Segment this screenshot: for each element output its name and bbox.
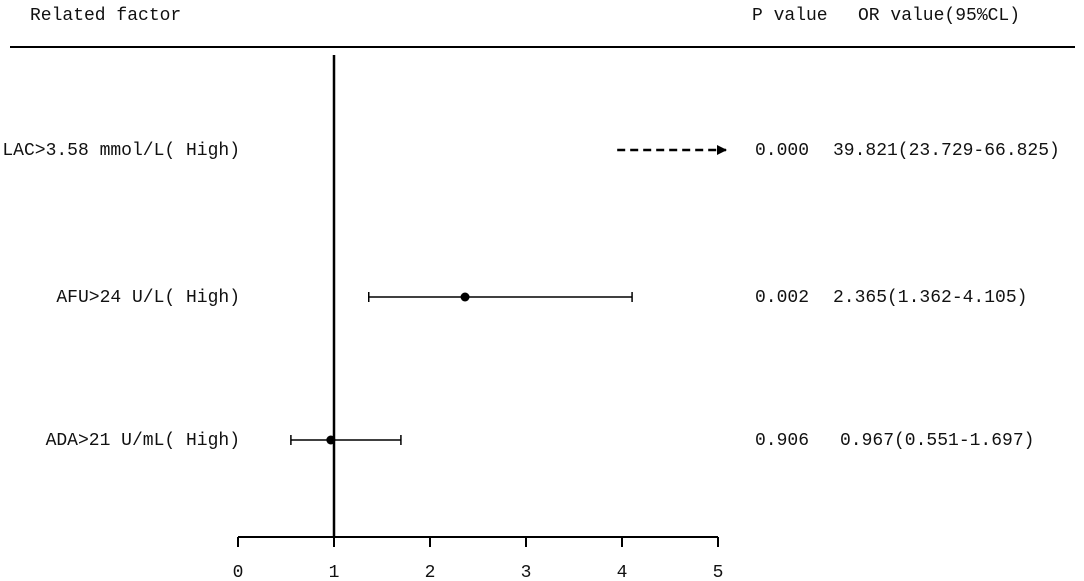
x-tick-label: 2 bbox=[425, 563, 436, 581]
factor-header: Related factor bbox=[30, 6, 181, 26]
or-label: 39.821(23.729-66.825) bbox=[833, 141, 1060, 161]
p-value: 0.002 bbox=[755, 288, 809, 308]
factor-label: AFU>24 U/L( High) bbox=[56, 288, 240, 308]
or-label: 0.967(0.551-1.697) bbox=[840, 431, 1034, 451]
factor-label: ADA>21 U/mL( High) bbox=[46, 431, 240, 451]
point-estimate bbox=[460, 292, 470, 302]
x-tick-label: 1 bbox=[329, 563, 340, 581]
p-value: 0.906 bbox=[755, 431, 809, 451]
x-tick-label: 4 bbox=[617, 563, 628, 581]
or-header: OR value(95%CL) bbox=[858, 6, 1020, 26]
p-value: 0.000 bbox=[755, 141, 809, 161]
x-tick-label: 5 bbox=[713, 563, 724, 581]
p-header: P value bbox=[752, 6, 828, 26]
factor-label: LAC>3.58 mmol/L( High) bbox=[2, 141, 240, 161]
x-tick-label: 0 bbox=[233, 563, 244, 581]
x-tick-label: 3 bbox=[521, 563, 532, 581]
or-label: 2.365(1.362-4.105) bbox=[833, 288, 1027, 308]
point-estimate bbox=[326, 435, 336, 445]
